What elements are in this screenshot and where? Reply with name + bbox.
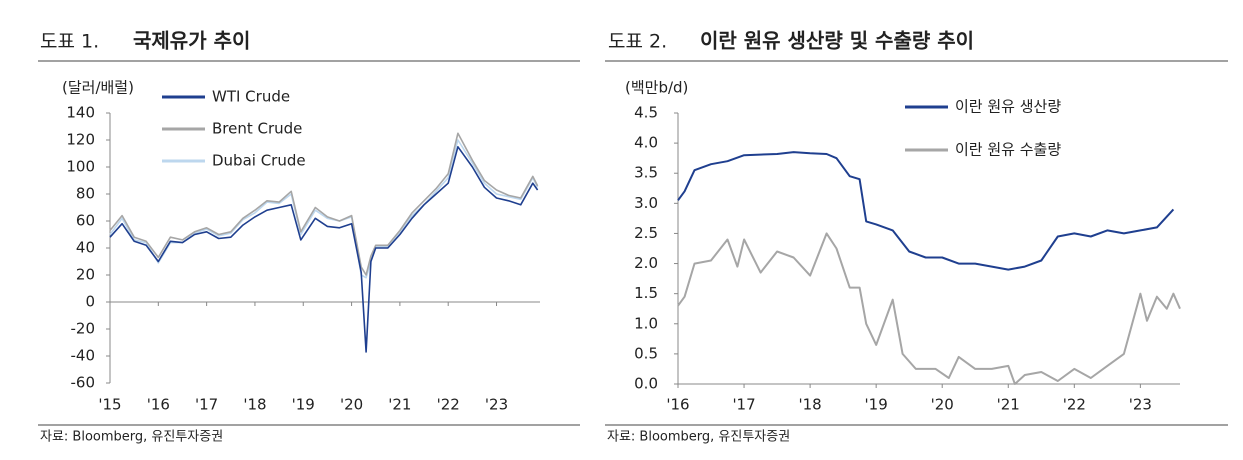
x-tick-label: '22: [1063, 396, 1086, 414]
y-axis-label: (달러/배럴): [62, 79, 134, 97]
x-tick-label: '20: [931, 396, 954, 414]
x-tick-label: '17: [732, 396, 755, 414]
y-tick-label: 0.0: [634, 375, 658, 393]
x-tick-label: '23: [485, 396, 508, 414]
x-tick-label: '16: [666, 396, 689, 414]
y-tick-label: 3.0: [634, 194, 658, 212]
legend-label: 이란 원유 수출량: [955, 141, 1061, 159]
x-tick-label: '21: [997, 396, 1020, 414]
x-tick-label: '23: [1129, 396, 1152, 414]
chart-label: 도표 2.: [608, 31, 667, 53]
y-tick-label: 140: [66, 104, 95, 122]
y-tick-label: 2.0: [634, 254, 658, 272]
y-axis-label: (백만b/d): [625, 79, 688, 97]
y-tick-label: 0: [85, 293, 95, 311]
series-line: [109, 146, 539, 353]
legend-label: 이란 원유 생산량: [955, 98, 1061, 116]
y-tick-label: 4.0: [634, 134, 658, 152]
x-tick-label: '19: [292, 396, 315, 414]
legend-label: Brent Crude: [212, 120, 302, 138]
y-tick-label: 120: [66, 131, 95, 149]
x-tick-label: '18: [798, 396, 821, 414]
y-tick-label: 100: [66, 158, 95, 176]
x-tick-label: '21: [388, 396, 411, 414]
y-tick-label: 1.5: [634, 284, 658, 302]
y-tick-label: -60: [71, 374, 96, 392]
x-tick-label: '15: [98, 396, 121, 414]
y-tick-label: 4.5: [634, 104, 658, 122]
x-tick-label: '20: [340, 396, 363, 414]
legend-label: Dubai Crude: [212, 152, 306, 170]
y-tick-label: 20: [76, 266, 95, 284]
chart-label: 도표 1.: [40, 31, 99, 53]
series-line: [677, 232, 1181, 385]
y-tick-label: 60: [76, 212, 95, 230]
series-line: [677, 151, 1175, 271]
x-tick-label: '17: [195, 396, 218, 414]
series-line: [109, 132, 539, 276]
y-tick-label: -40: [71, 347, 96, 365]
y-tick-label: 1.0: [634, 314, 658, 332]
y-tick-label: -20: [71, 320, 96, 338]
y-tick-label: 0.5: [634, 344, 658, 362]
source: 자료: Bloomberg, 유진투자증권: [40, 430, 223, 445]
source: 자료: Bloomberg, 유진투자증권: [607, 430, 790, 445]
chart-title: 국제유가 추이: [133, 29, 250, 53]
y-tick-label: 3.5: [634, 164, 658, 182]
x-tick-label: '19: [865, 396, 888, 414]
x-tick-label: '16: [147, 396, 170, 414]
legend-label: WTI Crude: [212, 88, 290, 106]
chart-title: 이란 원유 생산량 및 수출량 추이: [700, 29, 974, 53]
y-tick-label: 2.5: [634, 224, 658, 242]
x-tick-label: '22: [437, 396, 460, 414]
x-tick-label: '18: [243, 396, 266, 414]
y-tick-label: 80: [76, 185, 95, 203]
y-tick-label: 40: [76, 239, 95, 257]
